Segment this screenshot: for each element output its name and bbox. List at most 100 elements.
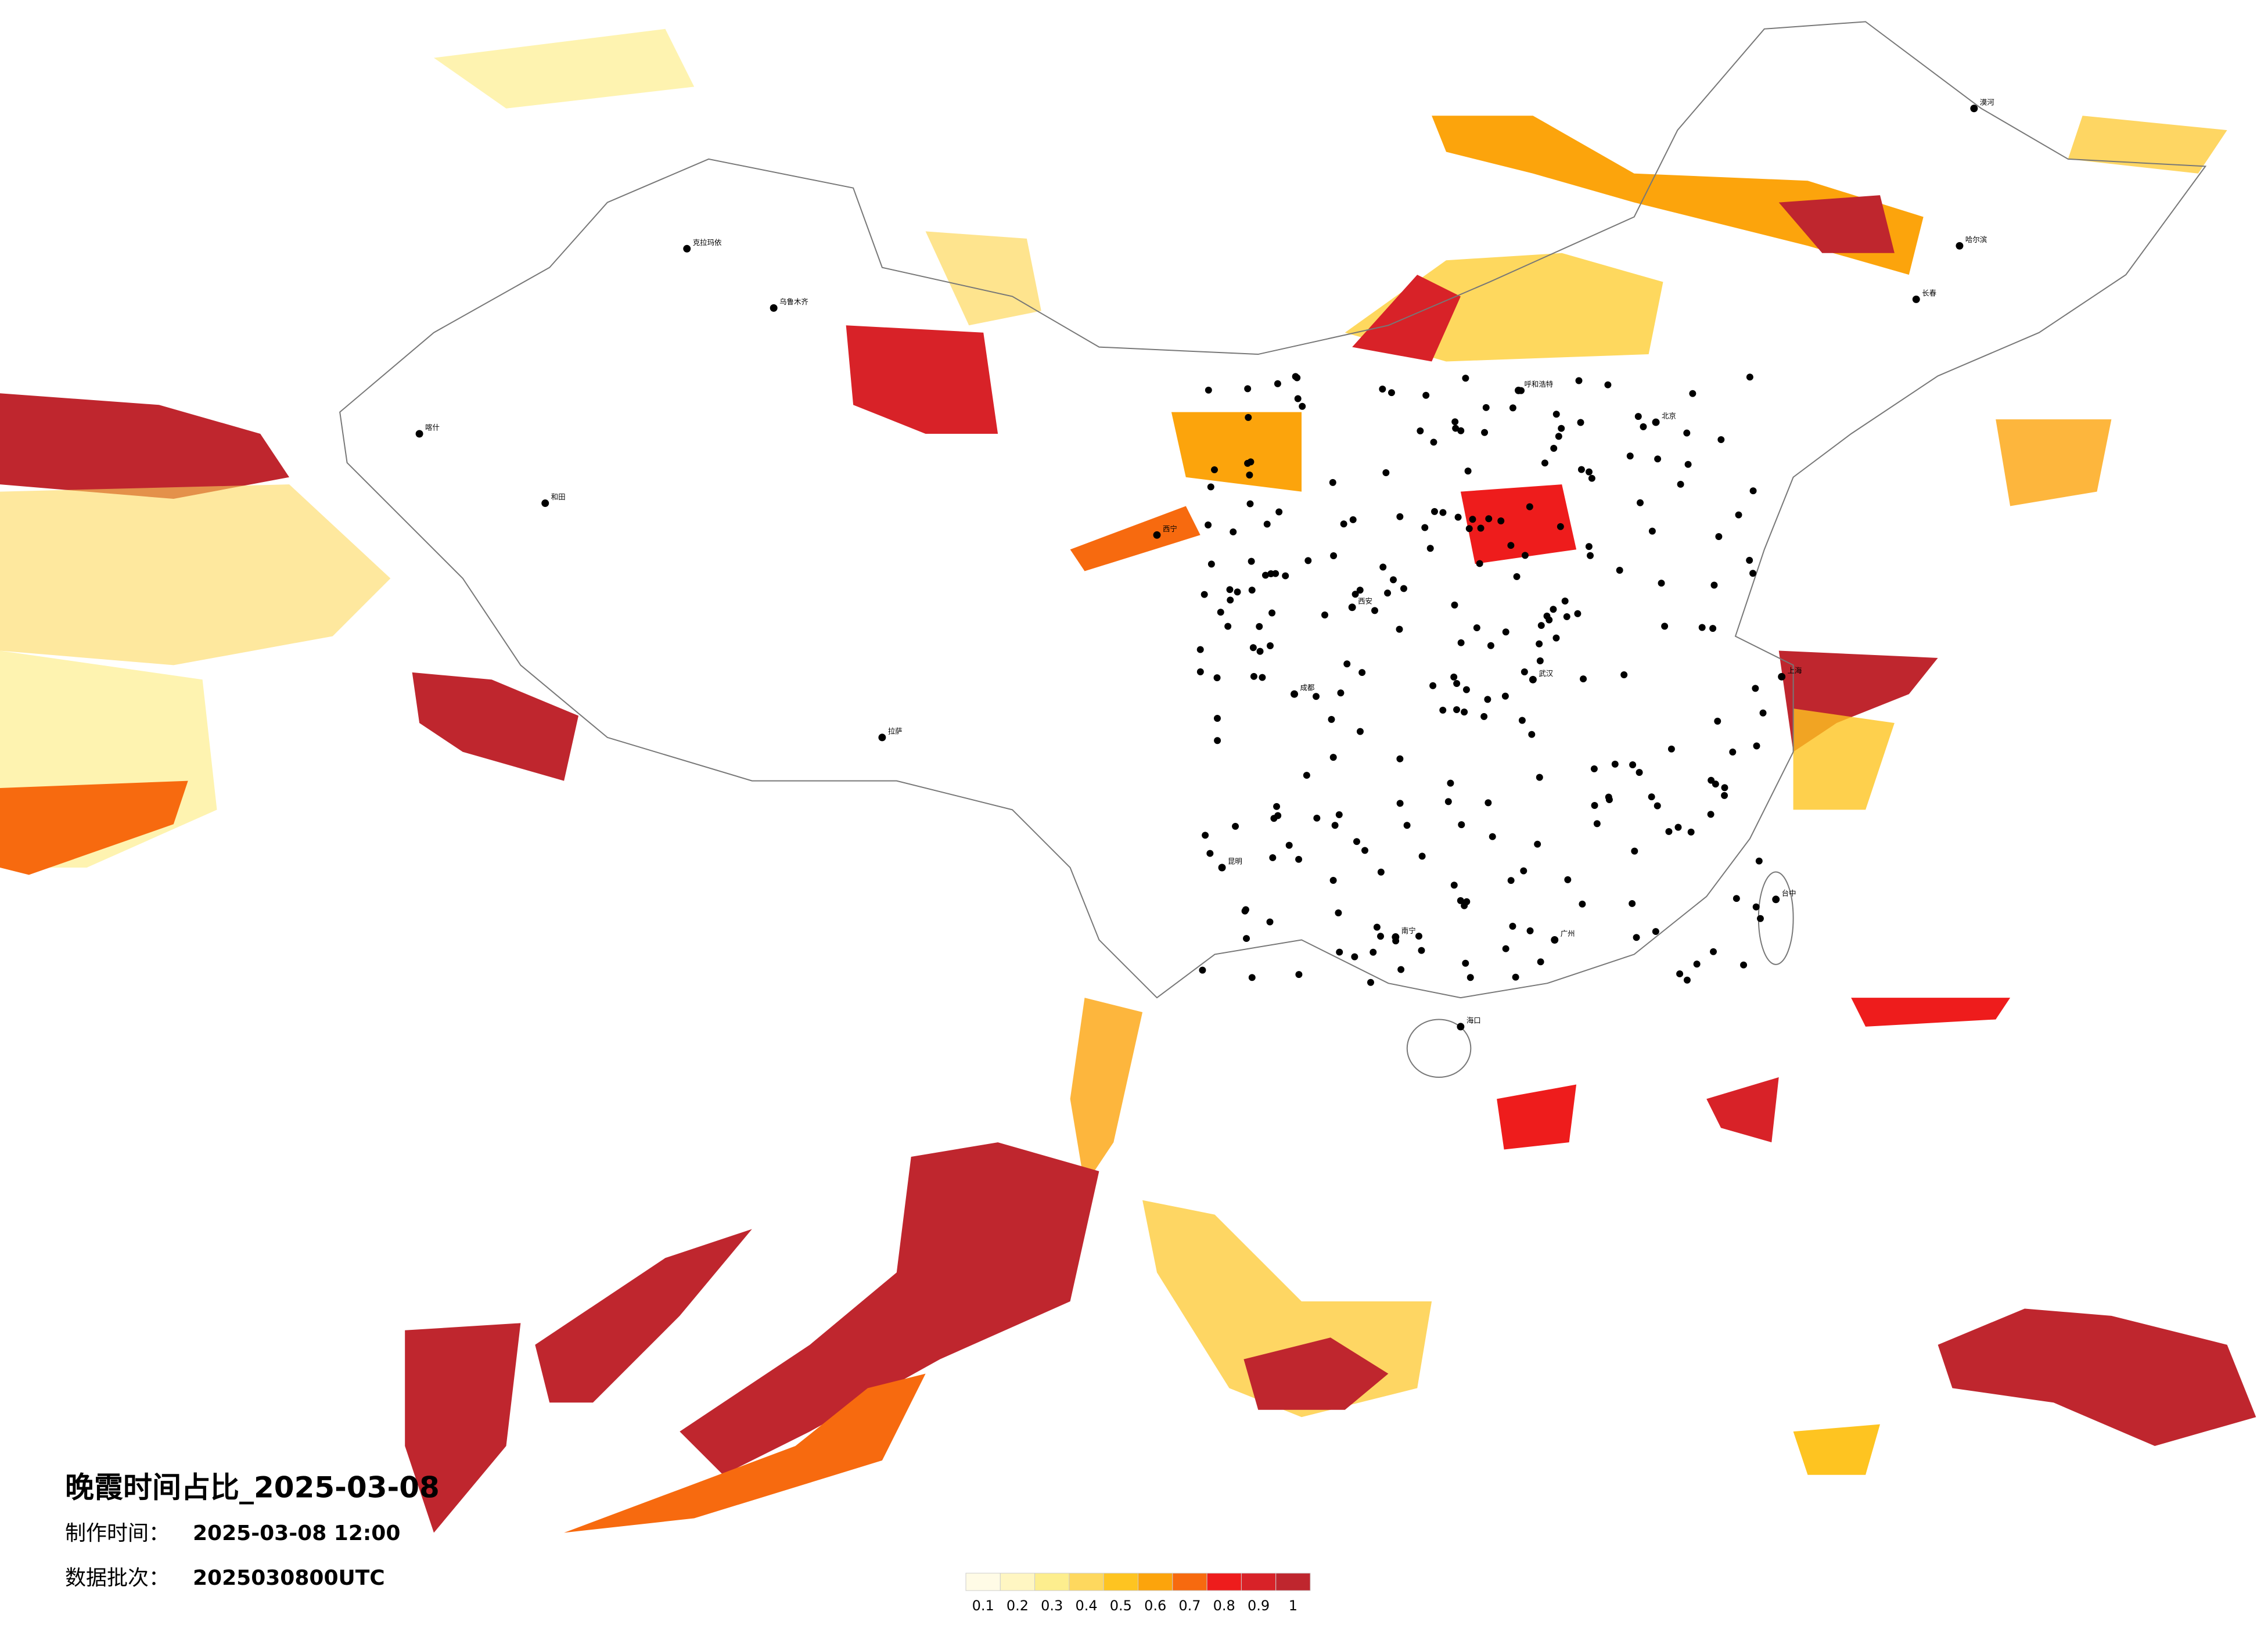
legend-swatch — [1000, 1573, 1036, 1591]
station-dot — [1502, 628, 1509, 636]
station-dot — [1457, 639, 1465, 646]
station-dot — [1248, 587, 1256, 594]
station-dot — [1735, 511, 1742, 519]
station-dot — [1321, 611, 1328, 618]
station-dot — [1550, 445, 1558, 452]
station-dot — [1752, 903, 1760, 911]
station-dot — [1526, 927, 1534, 934]
station-dot — [1464, 467, 1472, 475]
station-dot — [1330, 552, 1338, 559]
station-dot — [1465, 525, 1473, 533]
station-dot — [1450, 882, 1458, 889]
station-dot — [1272, 570, 1279, 577]
station-dot — [1356, 587, 1364, 594]
station-dot — [1683, 429, 1691, 437]
station-dot — [1714, 717, 1721, 725]
station-dot — [1557, 523, 1564, 530]
station-dot — [1266, 918, 1274, 926]
heat-region — [1793, 708, 1895, 810]
station-dot — [1717, 436, 1725, 444]
station-dot — [1335, 909, 1342, 916]
legend-tick-label: 0.7 — [1178, 1598, 1201, 1614]
station-dot — [1285, 841, 1293, 849]
station-dot — [1648, 527, 1656, 535]
station-dot — [1710, 581, 1718, 589]
station-dot — [1246, 472, 1253, 479]
station-dot — [1227, 596, 1234, 604]
station-dot — [1749, 487, 1757, 495]
station-dot — [1361, 847, 1368, 854]
station-dot — [1755, 857, 1763, 865]
heat-region — [2068, 116, 2227, 174]
station-dot — [1331, 822, 1339, 829]
station-dot — [1552, 634, 1560, 642]
station-dot — [1248, 974, 1256, 981]
station-dot — [1501, 692, 1509, 700]
station-dot — [1693, 961, 1701, 968]
city-label: 西宁 — [1163, 524, 1177, 533]
heat-region — [1851, 998, 2011, 1027]
station-dot — [1605, 793, 1612, 801]
station-dot — [1303, 772, 1310, 779]
station-dot — [1244, 385, 1252, 393]
station-dot — [1273, 803, 1281, 810]
station-dot — [1396, 513, 1404, 520]
station-dot — [1259, 674, 1266, 681]
city-label: 上海 — [1788, 666, 1802, 675]
station-dot — [1379, 563, 1387, 571]
station-dot — [1593, 820, 1601, 828]
station-dot — [1396, 800, 1404, 807]
station-dot — [1740, 961, 1748, 969]
station-dot — [1521, 668, 1528, 675]
legend-tick-label: 0.3 — [1041, 1598, 1063, 1614]
station-dot — [1626, 452, 1634, 460]
heat-region — [1793, 1424, 1880, 1475]
station-dot — [1469, 516, 1476, 523]
station-dot — [1256, 623, 1263, 630]
station-dot — [1710, 948, 1717, 955]
heat-region — [1996, 419, 2112, 506]
station-dot — [1295, 971, 1303, 979]
station-dot — [1217, 609, 1224, 616]
city-dot — [770, 304, 778, 312]
station-dot — [1205, 386, 1212, 394]
info-value: 2025-03-08 12:00 — [193, 1521, 400, 1545]
station-dot — [1214, 737, 1221, 744]
station-dot — [1555, 433, 1562, 440]
station-dot — [1579, 900, 1586, 908]
station-dot — [1537, 958, 1544, 966]
station-dot — [1245, 413, 1252, 421]
station-dot — [1677, 480, 1684, 488]
heat-region — [1938, 1308, 2256, 1446]
station-dot — [1733, 895, 1740, 902]
station-dot — [1274, 812, 1282, 819]
city-label: 南宁 — [1401, 926, 1416, 935]
station-dot — [1715, 533, 1723, 540]
station-dot — [1340, 520, 1347, 528]
legend-swatch — [1206, 1573, 1242, 1591]
station-dot — [1248, 557, 1255, 565]
station-dot — [1652, 928, 1659, 936]
heat-region — [1243, 1337, 1389, 1410]
station-dot — [1587, 552, 1594, 559]
station-dot — [1467, 974, 1474, 981]
station-dot — [1250, 672, 1257, 680]
station-dot — [1343, 660, 1351, 668]
station-dot — [1640, 423, 1647, 430]
city-label: 北京 — [1662, 412, 1676, 420]
station-dot — [1458, 821, 1465, 829]
station-dot — [1246, 500, 1254, 508]
city-label: 乌鲁木齐 — [779, 297, 808, 306]
legend-swatch — [1069, 1573, 1104, 1591]
station-dot — [1447, 779, 1454, 787]
station-dot — [1661, 623, 1669, 630]
info-label: 数据批次： — [65, 1566, 170, 1590]
station-dot — [1588, 474, 1595, 482]
station-dot — [1586, 468, 1593, 476]
station-dot — [1752, 685, 1759, 692]
station-dot — [1429, 682, 1437, 689]
station-dot — [1196, 646, 1204, 653]
station-dot — [1417, 427, 1424, 434]
station-dot — [1518, 387, 1525, 394]
